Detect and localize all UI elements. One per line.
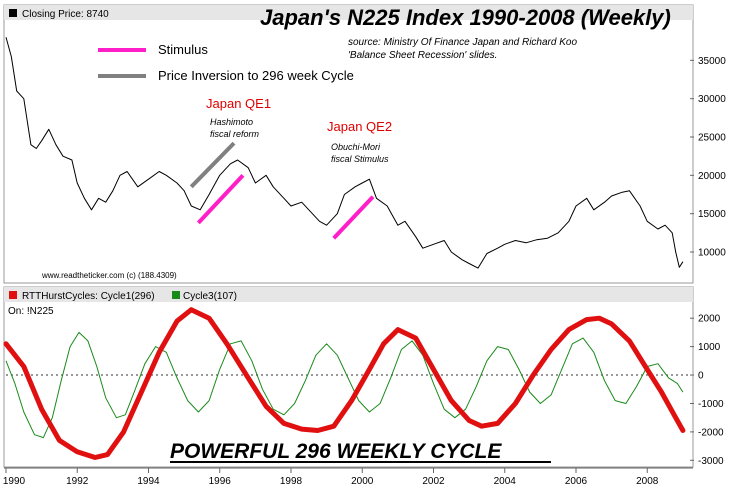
qe1-label: Japan QE1	[206, 96, 271, 111]
cycle-banner-text: POWERFUL 296 WEEKLY CYCLE	[170, 440, 502, 463]
price-y-tick-label: 10000	[698, 248, 726, 259]
x-tick-label: 2006	[565, 476, 588, 487]
watermark-text: www.readtheticker.com (c) (188.4309)	[41, 271, 177, 280]
cycle-panel: RTTHurstCycles: Cycle1(296) Cycle3(107) …	[3, 286, 724, 468]
cycle-y-tick-label: -1000	[698, 399, 724, 410]
price-y-axis: 10000 15000 20000 25000 30000 35000	[690, 56, 726, 259]
price-legend-bar	[4, 5, 693, 20]
price-y-tick-label: 35000	[698, 56, 726, 67]
x-tick-label: 1992	[66, 476, 89, 487]
qe2-label: Japan QE2	[327, 119, 392, 134]
x-tick-label: 2002	[422, 476, 445, 487]
x-axis: 1990 1992 1994 1996 1998 2000 2002 2004 2006 2008	[3, 467, 693, 487]
x-tick-label: 2000	[351, 476, 374, 487]
stimulus-marker-line	[332, 195, 375, 240]
cycle1-legend-label: RTTHurstCycles: Cycle1(296)	[22, 291, 155, 302]
qe2-note-line-2: fiscal Stimulus	[331, 154, 389, 164]
cycle3-legend-label: Cycle3(107)	[183, 291, 237, 302]
cycle-y-tick-label: -3000	[698, 456, 724, 467]
cycle3-legend-swatch	[172, 291, 180, 299]
cycle-y-tick-label: 2000	[698, 314, 721, 325]
x-tick-label: 1994	[137, 476, 160, 487]
price-y-tick-label: 25000	[698, 133, 726, 144]
cycle-plot-area	[3, 307, 686, 460]
price-panel: Closing Price: 8740 10000 15000 20000 25000…	[3, 4, 726, 284]
x-tick-label: 2008	[636, 476, 659, 487]
cycle1-series-line	[3, 307, 686, 460]
x-tick-label: 1990	[3, 476, 26, 487]
x-tick-label: 1996	[209, 476, 232, 487]
qe1-note-line-2: fiscal reform	[210, 129, 260, 139]
cycle-y-tick-label: 1000	[698, 342, 721, 353]
source-line-2: 'Balance Sheet Recession' slides.	[348, 50, 497, 61]
price-y-tick-label: 20000	[698, 171, 726, 182]
inversion-marker-line	[189, 141, 236, 189]
price-y-tick-label: 30000	[698, 94, 726, 105]
cycle-y-tick-label: -2000	[698, 427, 724, 438]
x-tick-label: 2004	[494, 476, 517, 487]
qe1-note-line-1: Hashimoto	[210, 117, 253, 127]
stimulus-key-label: Stimulus	[158, 42, 208, 57]
price-legend-label: Closing Price: 8740	[22, 9, 109, 20]
price-series-line	[5, 37, 684, 269]
chart-title: Japan's N225 Index 1990-2008 (Weekly)	[260, 5, 671, 30]
inversion-key-label: Price Inversion to 296 week Cycle	[158, 68, 354, 83]
price-legend-swatch	[9, 9, 17, 17]
price-plot-area	[5, 37, 684, 269]
cycle-y-tick-label: 0	[698, 371, 704, 382]
cycle-y-axis: -3000 -2000 -1000 0 1000 2000	[6, 314, 724, 467]
price-y-tick-label: 15000	[698, 209, 726, 220]
stimulus-marker-line	[196, 173, 245, 225]
on-symbol-label: On: !N225	[8, 306, 54, 317]
cycle3-series-line	[5, 331, 684, 439]
cycle1-legend-swatch	[9, 291, 17, 299]
x-tick-label: 1998	[280, 476, 303, 487]
qe2-note-line-1: Obuchi-Mori	[331, 142, 381, 152]
source-line-1: source: Ministry Of Finance Japan and Ri…	[348, 37, 577, 48]
